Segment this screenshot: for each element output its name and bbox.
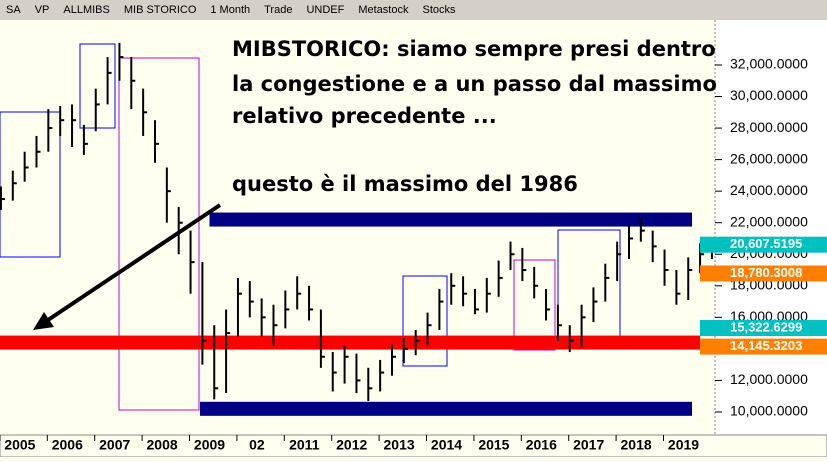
box [0, 111, 61, 258]
annotation: questo è il massimo del 1986 [232, 172, 578, 196]
price-label-box [700, 265, 827, 282]
y-tick-label: 32,000.0000 [730, 56, 808, 72]
toolbar-item: VP [35, 4, 50, 16]
toolbar-item: UNDEF [306, 4, 344, 16]
toolbar-item: ALLMIBS [63, 4, 109, 16]
toolbar-item: MIB STORICO [124, 4, 197, 16]
x-tick-label: 2012 [336, 437, 367, 453]
y-tick-label: 12,000.0000 [730, 371, 808, 387]
x-tick-label: 2019 [668, 437, 699, 453]
y-axis-panel [715, 20, 827, 435]
annotation: MIBSTORICO: siamo sempre presi dentro [232, 37, 716, 61]
x-tick-label: 2018 [621, 437, 652, 453]
price-label-box [700, 236, 827, 253]
arrow-head [33, 312, 54, 330]
x-tick-label: 2014 [431, 437, 462, 453]
y-tick-label: 24,000.0000 [730, 182, 808, 198]
box [513, 259, 556, 351]
level-band [0, 335, 701, 350]
toolbar-item: Stocks [422, 4, 456, 16]
x-tick-label: 2006 [52, 437, 83, 453]
x-tick-label: 2008 [147, 437, 178, 453]
x-tick-label: 2017 [573, 437, 604, 453]
toolbar-item: Trade [264, 4, 292, 16]
price-label-box [700, 320, 827, 337]
price-label: 15,322.6299 [730, 319, 802, 334]
annotation: la congestione e a un passo dal massimo [232, 72, 717, 96]
y-tick-label: 22,000.0000 [730, 213, 808, 229]
y-tick-label: 26,000.0000 [730, 150, 808, 166]
box [402, 275, 448, 367]
price-label: 20,607.5195 [730, 236, 802, 251]
toolbar-item: SA [6, 4, 21, 16]
toolbar-item: 1 Month [210, 4, 250, 16]
pattern-boxes [0, 43, 621, 411]
x-tick-label: 2011 [289, 437, 320, 453]
toolbar [0, 0, 827, 20]
price-label: 14,145.3203 [730, 338, 802, 353]
y-tick-label: 28,000.0000 [730, 119, 808, 135]
box [118, 57, 200, 411]
x-tick-label: 2016 [526, 437, 557, 453]
level-band [200, 401, 693, 416]
x-tick-label: 2013 [384, 437, 415, 453]
x-tick-label: 2015 [478, 437, 509, 453]
x-tick-label: 2009 [194, 437, 225, 453]
price-label-box [700, 338, 827, 355]
annotation: relativo precedente ... [232, 104, 497, 128]
x-tick-label: 2005 [4, 437, 35, 453]
price-label: 18,780.3008 [730, 265, 802, 280]
y-tick-label: 10,000.0000 [730, 403, 808, 419]
box [79, 43, 116, 129]
level-band [209, 212, 693, 227]
toolbar-item: Metastock [358, 4, 409, 16]
x-tick-label: 2007 [99, 437, 130, 453]
y-tick-label: 30,000.0000 [730, 87, 808, 103]
x-tick-label: 02 [249, 437, 265, 453]
arrow [43, 203, 222, 324]
